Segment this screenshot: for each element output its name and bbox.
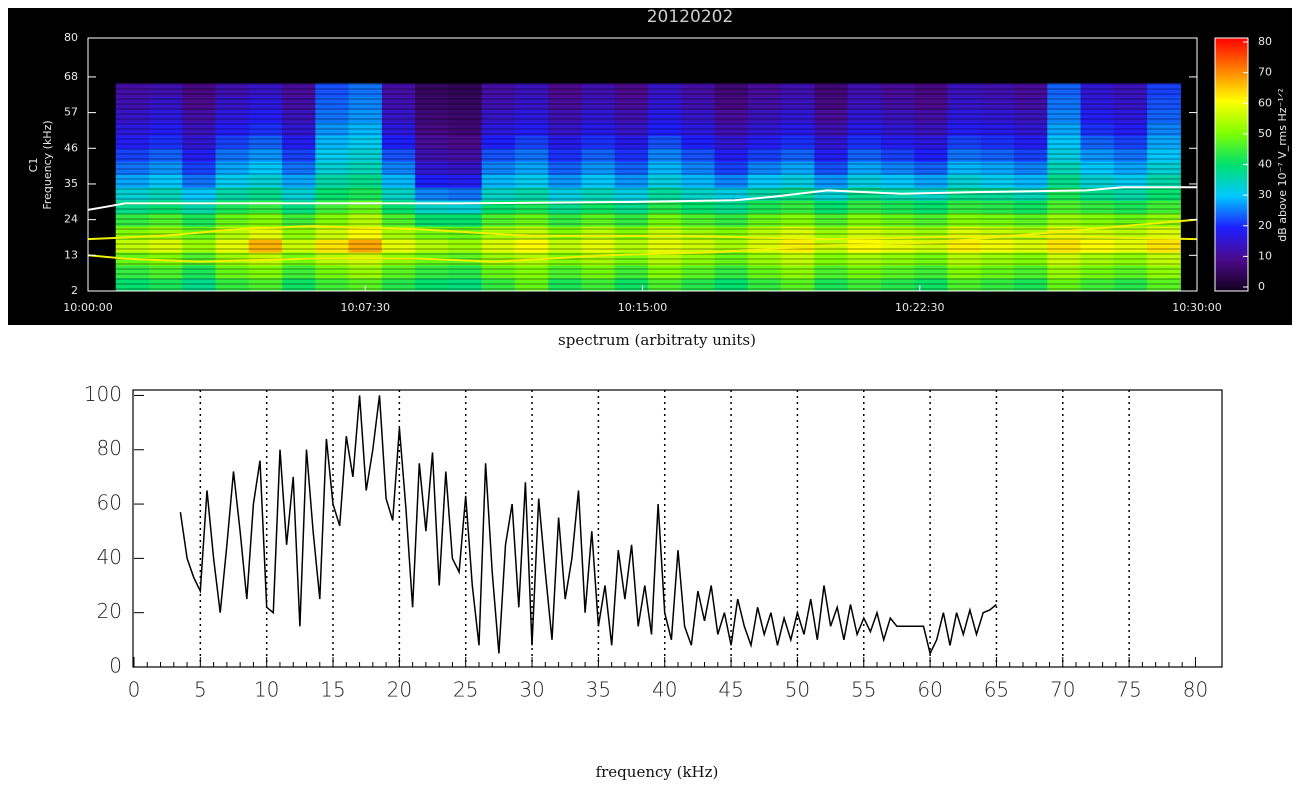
colorbar-tick-label: 10 — [1258, 249, 1272, 262]
colorbar-label: dB above 10⁻⁷ V_rms Hz⁻¹ᐟ² — [1276, 88, 1289, 242]
y-tick-label: 40 — [97, 545, 122, 569]
plot-frame — [132, 389, 1223, 668]
cells — [88, 83, 1197, 291]
x-tick-label: 65 — [984, 678, 1009, 702]
y-tick-label: 2 — [71, 284, 78, 297]
y-tick-label: 57 — [64, 106, 78, 119]
x-tick-label: 50 — [785, 678, 810, 702]
overlay-line — [88, 225, 1197, 241]
panel-label: C1 — [27, 158, 40, 173]
chart-title: spectrum (arbitraty units) — [558, 331, 756, 349]
y-tick-label: 35 — [64, 177, 78, 190]
y-tick-label: 80 — [97, 436, 122, 460]
colorbar-tick-label: 70 — [1258, 66, 1272, 79]
y-tick-label: 0 — [109, 654, 122, 678]
colorbar-tick-label: 60 — [1258, 96, 1272, 109]
x-tick-label: 40 — [652, 678, 677, 702]
x-tick-label: 45 — [718, 678, 743, 702]
y-tick-label: 68 — [64, 70, 78, 83]
y-tick-label: 13 — [64, 248, 78, 261]
colorbar — [1214, 37, 1249, 292]
colorbar-tick-label: 80 — [1258, 35, 1272, 48]
y-tick-label: 24 — [64, 213, 78, 226]
x-tick-label: 20 — [387, 678, 412, 702]
stripe-overlay — [115, 83, 1181, 291]
x-tick-label: 10:07:30 — [341, 301, 390, 314]
x-tick-label: 15 — [320, 678, 345, 702]
x-tick-label: 10 — [254, 678, 279, 702]
y-tick-label: 80 — [64, 31, 78, 44]
y-tick-label: 100 — [84, 382, 122, 406]
x-tick-label: 60 — [917, 678, 942, 702]
colorbar-tick-label: 50 — [1258, 127, 1272, 140]
colorbar-tick-label: 40 — [1258, 158, 1272, 171]
y-tick-label: 46 — [64, 141, 78, 154]
x-tick-label: 70 — [1050, 678, 1075, 702]
x-tick-label: 10:15:00 — [618, 301, 667, 314]
y-tick-label: 20 — [97, 599, 122, 623]
x-tick-label: 55 — [851, 678, 876, 702]
x-tick-label: 75 — [1116, 678, 1141, 702]
x-tick-label: 30 — [519, 678, 544, 702]
x-tick-label: 10:30:00 — [1172, 301, 1221, 314]
y-tick-label: 60 — [97, 491, 122, 515]
x-tick-label: 35 — [586, 678, 611, 702]
colorbar-tick-label: 30 — [1258, 188, 1272, 201]
x-axis-label: frequency (kHz) — [596, 763, 719, 781]
overlay-line — [88, 186, 1197, 211]
spectrum-chart: spectrum (arbitraty units) frequency (kHz… — [84, 331, 1223, 781]
x-tick-label: 80 — [1183, 678, 1208, 702]
colorbar-tick-label: 0 — [1258, 280, 1265, 293]
y-axis-label: Frequency (kHz) — [41, 120, 54, 209]
colorbar-tick-label: 20 — [1258, 219, 1272, 232]
spectrogram: 20120202 2 13 24 35 46 57 68 80 10:00:00 10:07:30 1… — [27, 7, 1289, 314]
x-tick-label: 10:00:00 — [63, 301, 112, 314]
x-tick-label: 10:22:30 — [895, 301, 944, 314]
chart-title: 20120202 — [647, 7, 734, 27]
x-tick-label: 25 — [453, 678, 478, 702]
x-tick-label: 0 — [128, 678, 141, 702]
spectrum-line — [179, 395, 997, 656]
x-tick-label: 5 — [194, 678, 207, 702]
overlay-line — [88, 218, 1197, 263]
